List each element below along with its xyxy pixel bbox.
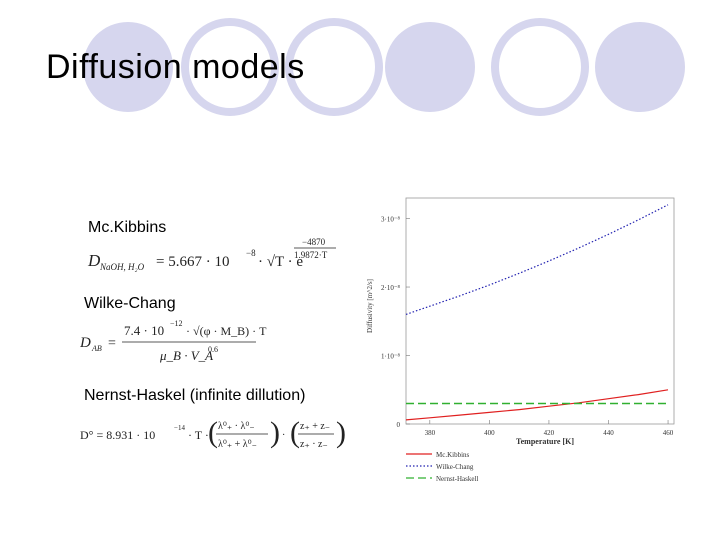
y-tick-label: 1·10⁻⁸ <box>381 353 401 361</box>
y-tick-labels: 0 1·10⁻⁸ 2·10⁻⁸ 3·10⁻⁸ <box>381 216 410 429</box>
x-tick-labels: 380 400 420 440 460 <box>425 420 674 437</box>
nh-frac2-num: z₊ + z₋ <box>300 421 330 432</box>
series-line-wilke-chang <box>405 204 669 315</box>
y-tick-label: 2·10⁻⁸ <box>381 284 401 292</box>
x-axis-label: Temperature [K] <box>516 437 574 446</box>
series-lines <box>405 204 669 421</box>
decorative-circles <box>83 18 685 116</box>
mck-lhs-main: D <box>87 251 101 270</box>
plot-frame <box>405 197 675 425</box>
x-tick-label: 420 <box>544 429 555 437</box>
nh-dot: · <box>282 430 285 441</box>
nh-frac1-den: λ⁰₊ + λ⁰₋ <box>218 439 257 450</box>
y-tick-label: 0 <box>397 421 401 429</box>
formula-mckibbins: D NaOH, H₂O = 5.667 · 10 −8 · √T · e −48… <box>87 237 336 272</box>
x-tick-label: 440 <box>603 429 614 437</box>
diffusivity-chart: 0 1·10⁻⁸ 2·10⁻⁸ 3·10⁻⁸ 380 400 420 440 460 Diff… <box>366 197 675 483</box>
nh-paren1-close: ) <box>270 416 280 449</box>
nh-t: · T · <box>188 428 209 442</box>
wc-den: μ_B · V_A <box>159 348 213 363</box>
series-line-mc-kibbins <box>405 389 669 421</box>
circle-1 <box>83 22 173 112</box>
model-label-wilke-chang: Wilke-Chang <box>84 295 176 312</box>
nh-frac2-den: z₊ · z₋ <box>300 439 328 450</box>
x-tick-label: 460 <box>663 429 674 437</box>
x-tick-label: 400 <box>484 429 495 437</box>
circle-2 <box>181 18 279 116</box>
mck-exp-den: 1.9872·T <box>294 250 328 260</box>
formula-wilke-chang: D AB = 7.4 · 10 −12 · √(φ · M_B) · T μ_B… <box>80 319 267 363</box>
x-tick-label: 380 <box>425 429 436 437</box>
mck-exp-num: −4870 <box>302 237 326 247</box>
wc-den-exp: 0.6 <box>208 345 218 354</box>
circle-5 <box>491 18 589 116</box>
nh-lhs-exp: −14 <box>174 424 185 432</box>
wc-lhs-sub: AB <box>91 344 102 353</box>
nh-frac1-num: λ⁰₊ · λ⁰₋ <box>218 421 255 432</box>
nh-lhs: D° = 8.931 · 10 <box>80 428 155 442</box>
wc-lhs-main: D <box>80 335 91 351</box>
circle-6 <box>595 22 685 112</box>
wc-num-exp: −12 <box>170 319 183 328</box>
y-axis-label: Diffusivity [m^2/s] <box>366 279 374 333</box>
legend-label: Wilke-Chang <box>436 463 474 471</box>
model-label-nernst-haskel: Nernst-Haskel (infinite dillution) <box>84 387 306 404</box>
plot-area <box>405 197 675 425</box>
circle-4 <box>385 22 475 112</box>
wc-eq: = <box>108 336 116 351</box>
nh-paren2-close: ) <box>336 416 346 449</box>
mck-exp1: −8 <box>246 248 256 258</box>
nh-paren2-open: ( <box>290 416 300 449</box>
model-label-mckibbins: Mc.Kibbins <box>88 219 167 236</box>
mck-lhs-sub: NaOH, H₂O <box>99 262 145 272</box>
circle-3 <box>285 18 383 116</box>
circle-row <box>83 18 685 116</box>
wc-num: 7.4 · 10 <box>124 323 164 338</box>
wc-num-rest: · √(φ · M_B) · T <box>186 324 267 338</box>
mck-eq: = 5.667 · 10 <box>156 254 229 270</box>
legend-label: Mc.Kibbins <box>436 451 470 459</box>
slide-title: Diffusion models <box>46 48 305 86</box>
formula-nernst-haskel: D° = 8.931 · 10 −14 · T · ( λ⁰₊ · λ⁰₋ λ⁰… <box>80 416 346 450</box>
y-tick-label: 3·10⁻⁸ <box>381 216 401 224</box>
legend-label: Nernst-Haskell <box>436 475 478 483</box>
mck-mid: · √T · e <box>258 254 303 270</box>
legend: Mc.Kibbins Wilke-Chang Nernst-Haskell <box>406 451 478 483</box>
nh-paren1-open: ( <box>208 416 218 449</box>
